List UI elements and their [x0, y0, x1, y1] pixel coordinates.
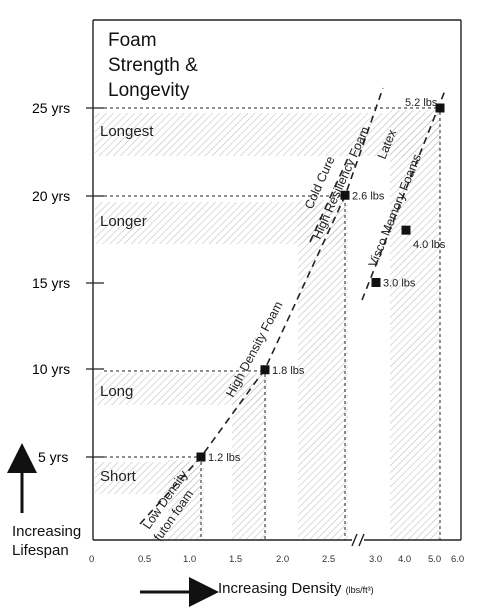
y-axis-title-line-2: Lifespan: [12, 542, 69, 559]
x-tick-label: 0: [89, 554, 94, 565]
hatched-zones: [95, 110, 440, 540]
zone-label-longer: Longer: [100, 213, 147, 230]
x-tick-label: 0.5: [138, 554, 151, 565]
y-tick-label: 5 yrs: [38, 449, 68, 465]
trend-line-visco: [361, 87, 447, 301]
chart-title-line-3: Longevity: [108, 80, 190, 101]
density-column-low: [168, 460, 204, 540]
x-tick-label: 3.0: [369, 554, 382, 565]
x-tick-label: 2.0: [276, 554, 289, 565]
data-point-label: 3.0 lbs: [383, 278, 416, 290]
data-point-marker: [260, 365, 270, 375]
trend-line-polyurethane: [139, 87, 384, 525]
y-ticks: [86, 107, 104, 458]
x-tick-label: 6.0: [451, 554, 464, 565]
data-point-marker: [435, 103, 445, 113]
data-point-label: 1.8 lbs: [272, 365, 305, 377]
data-point-label: 5.2 lbs: [405, 97, 438, 109]
x-tick-labels: 0 0.5 1.0 1.5 2.0 2.5 3.0 4.0 5.0 6.0: [89, 554, 464, 565]
data-points: 1.2 lbs 1.8 lbs 2.6 lbs 3.0 lbs 4.0 lbs 5.2 l…: [196, 97, 446, 464]
x-tick-label: 1.0: [183, 554, 196, 565]
trend-line-hr: [309, 157, 349, 243]
data-point-marker: [371, 278, 381, 287]
zone-longest-band: [95, 113, 440, 156]
y-tick-label: 25 yrs: [32, 100, 70, 116]
y-tick-label: 15 yrs: [32, 275, 70, 291]
zone-label-short: Short: [100, 468, 137, 485]
data-point-marker: [340, 190, 350, 200]
data-point-marker: [401, 225, 411, 235]
x-tick-label: 1.5: [229, 554, 242, 565]
chart-title-line-1: Foam: [108, 30, 157, 51]
y-tick-label: 10 yrs: [32, 361, 70, 377]
trend-lines: [139, 87, 447, 525]
zone-label-long: Long: [100, 383, 133, 400]
density-column-visco: [390, 110, 440, 540]
chart-title-line-2: Strength &: [108, 55, 198, 76]
x-axis-title: Increasing Density (lbs/ft³): [218, 580, 374, 597]
x-tick-label: 2.5: [322, 554, 335, 565]
x-axis-title-text: Increasing Density: [218, 580, 342, 597]
guide-lines: [104, 107, 441, 540]
data-point-marker: [196, 452, 206, 462]
density-column-hr: [298, 200, 348, 540]
x-axis-unit: (lbs/ft³): [345, 585, 374, 595]
y-tick-label: 20 yrs: [32, 188, 70, 204]
y-axis-title-line-1: Increasing: [12, 523, 82, 540]
x-tick-label: 4.0: [398, 554, 411, 565]
zone-label-longest: Longest: [100, 123, 154, 140]
x-tick-label: 5.0: [428, 554, 441, 565]
data-point-label: 2.6 lbs: [352, 190, 385, 202]
density-column-high: [232, 375, 267, 540]
axis-break: [351, 533, 365, 547]
data-point-label: 1.2 lbs: [208, 452, 241, 464]
data-point-label: 4.0 lbs: [413, 239, 446, 251]
